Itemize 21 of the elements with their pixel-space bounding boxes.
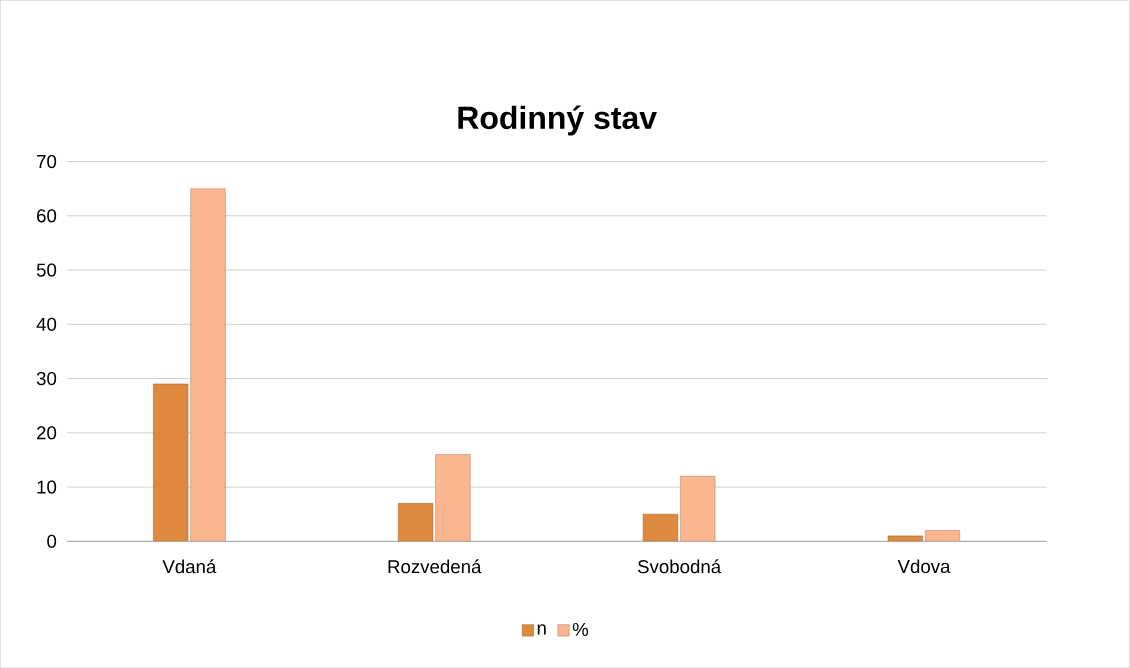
legend-label: n: [537, 624, 546, 635]
y-tick-label: 0: [47, 534, 57, 548]
bar: [190, 188, 226, 542]
legend-label: %: [572, 622, 589, 636]
x-tick-label: Svobodná: [637, 559, 722, 574]
chart-title: Rodinný stav: [458, 105, 657, 136]
bar: [397, 502, 434, 542]
y-tick-label: 40: [36, 317, 57, 331]
y-tick-label: 30: [36, 371, 57, 386]
y-tick-label: 50: [36, 263, 57, 277]
x-tick-label: Rozvedená: [388, 559, 482, 574]
y-tick-label: 20: [37, 426, 57, 440]
x-tick-label: Vdova: [897, 559, 951, 573]
y-tick-label: 10: [37, 480, 57, 494]
x-tick-label: Vdaná: [162, 559, 217, 574]
bar: [680, 475, 716, 542]
bar: [435, 454, 471, 542]
bar: [153, 383, 189, 542]
y-tick-label: 70: [37, 154, 57, 169]
bar: [642, 513, 679, 542]
y-tick-label: 60: [37, 209, 57, 223]
